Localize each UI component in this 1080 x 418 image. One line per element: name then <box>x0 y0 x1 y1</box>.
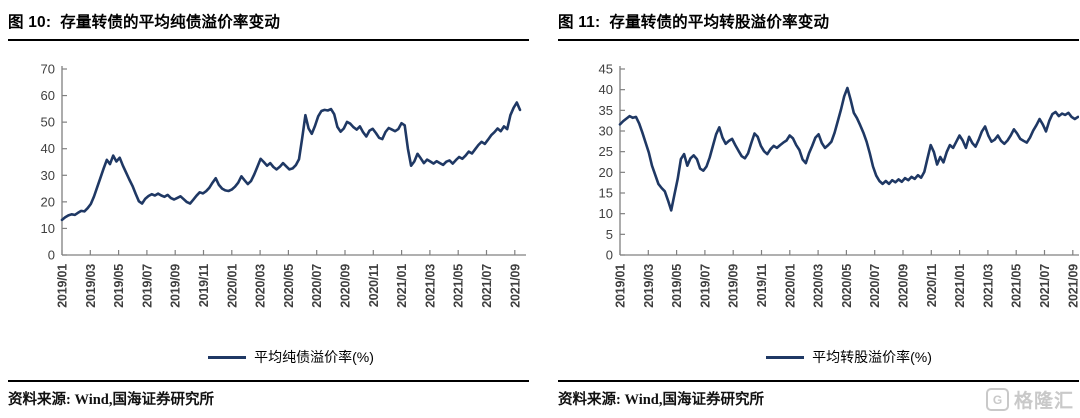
y-tick-label: 40 <box>41 141 55 156</box>
y-tick-label: 5 <box>606 227 613 242</box>
y-tick-label: 30 <box>599 124 613 139</box>
x-tick-label: 2020/03 <box>812 264 826 308</box>
x-tick-label: 2020/11 <box>925 264 939 307</box>
x-tick-label: 2021/05 <box>452 264 466 308</box>
y-tick-label: 60 <box>41 88 55 103</box>
x-tick-label: 2019/11 <box>755 264 769 307</box>
legend-label: 平均转股溢价率(%) <box>812 349 932 365</box>
x-tick-label: 2020/03 <box>254 264 268 308</box>
chart-title: 图 10: 存量转债的平均纯债溢价率变动 <box>8 8 529 41</box>
chart-panel-pure-bond-premium: 图 10: 存量转债的平均纯债溢价率变动 0 10 20 30 40 50 60 70 2019… <box>8 8 529 412</box>
x-tick-label: 2019/07 <box>140 264 154 308</box>
series-line <box>618 86 1079 212</box>
legend-label: 平均纯债溢价率(%) <box>254 349 374 365</box>
y-tick-label: 35 <box>599 103 613 118</box>
y-tick-label: 25 <box>599 144 613 159</box>
x-tick-label: 2020/05 <box>282 264 296 308</box>
y-tick-label: 10 <box>41 221 55 236</box>
x-tick-label: 2020/01 <box>783 264 797 308</box>
x-tick-label: 2021/01 <box>395 264 409 308</box>
x-tick-label: 2021/05 <box>1010 264 1024 308</box>
x-tick-label: 2019/03 <box>84 264 98 308</box>
y-tick-label: 45 <box>599 62 613 77</box>
x-tick-label: 2019/09 <box>169 264 183 308</box>
line-chart-pure-bond-premium: 0 10 20 30 40 50 60 70 2019/01 2019/03 2019/05 2019… <box>41 62 526 308</box>
y-tick-label: 15 <box>599 186 613 201</box>
source-note: 资料来源: Wind,国海证券研究所 <box>558 380 1079 409</box>
line-chart-conversion-premium: 0 5 10 15 20 25 30 35 40 45 2019/01 2019/03 2019/05 2… <box>599 62 1079 308</box>
gelonghui-logo-icon: G <box>985 388 1009 411</box>
series-line <box>60 101 522 222</box>
x-tick-label: 2021/09 <box>1066 264 1079 308</box>
chart-title: 图 11: 存量转债的平均转股溢价率变动 <box>558 8 1079 41</box>
x-tick-label: 2020/05 <box>840 264 854 308</box>
y-tick-label: 40 <box>599 82 613 97</box>
y-tick-label: 20 <box>41 194 55 209</box>
x-tick-label: 2020/11 <box>367 264 381 307</box>
legend: 平均纯债溢价率(%) <box>62 347 520 367</box>
x-tick-label: 2019/09 <box>727 264 741 308</box>
y-tick-label: 0 <box>606 248 613 263</box>
y-tick-label: 20 <box>599 165 613 180</box>
legend: 平均转股溢价率(%) <box>620 347 1078 367</box>
chart-panel-conversion-premium: 图 11: 存量转债的平均转股溢价率变动 0 5 10 15 20 25 30 35 40 45 2… <box>558 8 1079 412</box>
gelonghui-watermark: G 格隆汇 <box>985 386 1074 413</box>
x-tick-label: 2019/05 <box>112 264 126 308</box>
watermark-text: 格隆汇 <box>1013 391 1074 412</box>
x-tick-label: 2019/01 <box>56 264 70 308</box>
x-tick-label: 2021/07 <box>480 264 494 308</box>
x-tick-label: 2021/09 <box>508 264 522 308</box>
x-tick-label: 2020/07 <box>310 264 324 308</box>
x-tick-label: 2020/09 <box>339 264 353 308</box>
y-tick-label: 0 <box>48 248 55 263</box>
x-tick-label: 2021/01 <box>953 264 967 308</box>
x-tick-label: 2019/03 <box>642 264 656 308</box>
y-tick-label: 10 <box>599 206 613 221</box>
y-tick-label: 50 <box>41 115 55 130</box>
x-tick-label: 2020/09 <box>897 264 911 308</box>
x-tick-label: 2020/07 <box>868 264 882 308</box>
y-tick-label: 70 <box>41 62 55 77</box>
x-tick-label: 2019/07 <box>698 264 712 308</box>
x-tick-label: 2019/11 <box>197 264 211 307</box>
x-tick-label: 2021/07 <box>1038 264 1052 308</box>
x-tick-label: 2020/01 <box>225 264 239 308</box>
x-tick-label: 2021/03 <box>981 264 995 308</box>
x-tick-label: 2019/01 <box>614 264 628 308</box>
legend-line-swatch <box>766 355 805 359</box>
source-note: 资料来源: Wind,国海证券研究所 <box>8 380 529 409</box>
x-tick-label: 2019/05 <box>670 264 684 308</box>
x-tick-label: 2021/03 <box>423 264 437 308</box>
y-tick-label: 30 <box>41 168 55 183</box>
legend-line-swatch <box>208 355 247 359</box>
